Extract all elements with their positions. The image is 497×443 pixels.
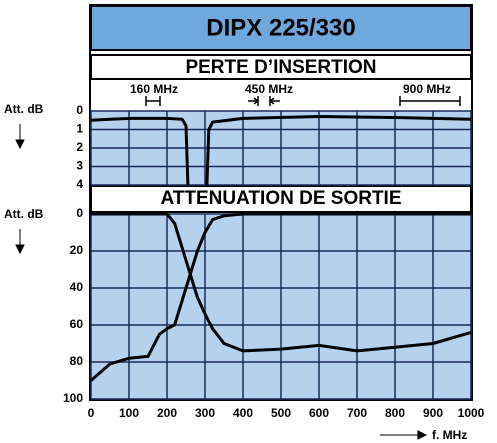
y-axis-label: Att. dB — [4, 207, 44, 221]
curve — [91, 212, 472, 353]
y-tick-label: 80 — [70, 354, 84, 368]
marker-label: 900 MHz — [403, 82, 451, 96]
marker-label: 160 MHz — [130, 82, 178, 96]
arrow — [380, 430, 428, 440]
marker-bracket — [248, 96, 280, 106]
y-tick-label: 0 — [76, 206, 83, 220]
y-tick-label: 4 — [76, 177, 83, 191]
band — [90, 54, 472, 80]
x-axis-label: f. MHz — [432, 428, 467, 442]
band-label: ATTENUATION DE SORTIE — [160, 188, 401, 209]
x-tick-label: 100 — [119, 406, 139, 420]
y-tick-label: 100 — [63, 391, 83, 405]
x-tick-label: 400 — [233, 406, 253, 420]
curve — [90, 115, 472, 186]
y-tick-label: 60 — [70, 317, 84, 331]
band-label: PERTE D’INSERTION — [185, 57, 376, 78]
x-tick-label: 900 — [423, 406, 443, 420]
y-tick-label: 3 — [76, 159, 83, 173]
title-band — [90, 5, 472, 51]
x-tick-label: 200 — [157, 406, 177, 420]
band — [90, 185, 472, 213]
x-tick-label: 1000 — [458, 406, 485, 420]
x-tick-label: 500 — [271, 406, 291, 420]
curve — [90, 212, 471, 382]
y-axis-label: Att. dB — [4, 102, 44, 116]
y-tick-label: 20 — [70, 243, 84, 257]
arrow — [15, 124, 25, 150]
x-tick-label: 700 — [347, 406, 367, 420]
x-tick-label: 600 — [309, 406, 329, 420]
arrow — [15, 229, 25, 255]
x-tick-label: 0 — [88, 406, 95, 420]
title: DIPX 225/330 — [206, 14, 355, 41]
y-tick-label: 40 — [70, 280, 84, 294]
y-tick-label: 0 — [76, 103, 83, 117]
marker-label: 450 MHz — [245, 82, 293, 96]
y-tick-label: 2 — [76, 140, 83, 154]
x-tick-label: 800 — [385, 406, 405, 420]
x-tick-label: 300 — [195, 406, 215, 420]
y-tick-label: 1 — [76, 122, 83, 136]
marker-bracket — [399, 96, 461, 106]
marker-bracket — [145, 96, 161, 106]
